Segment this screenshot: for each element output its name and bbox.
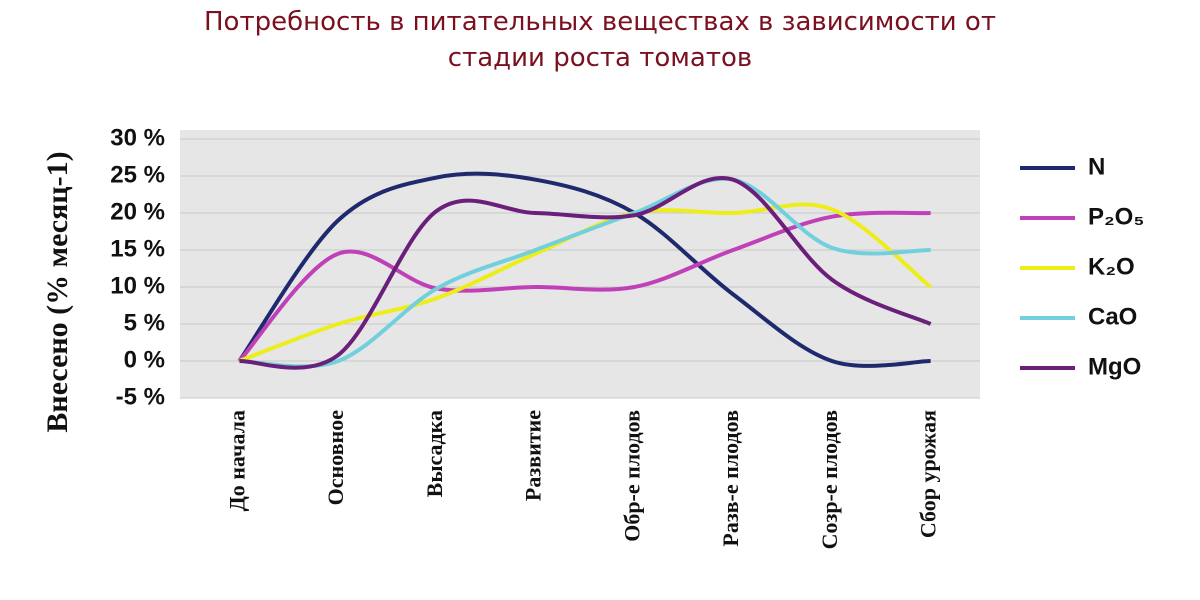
y-tick-label: -5 % [116, 383, 165, 410]
legend-label: P₂O₅ [1088, 203, 1144, 230]
x-tick-label: Разв-е плодов [718, 410, 743, 547]
y-axis-title: Внесено (% месяц-1) [41, 151, 74, 432]
legend-label: MgO [1088, 353, 1141, 380]
x-tick-label: Развитие [521, 410, 546, 501]
y-tick-label: 0 % [124, 346, 165, 373]
y-tick-label: 15 % [110, 235, 165, 262]
x-tick-label: Сбор урожая [916, 410, 941, 538]
y-tick-label: 20 % [110, 198, 165, 225]
x-tick-label: Высадка [422, 410, 447, 497]
x-tick-label: Обр-е плодов [619, 410, 644, 542]
series-line [237, 210, 931, 363]
chart-title: Потребность в питательных веществах в за… [204, 7, 996, 73]
legend-label: N [1088, 153, 1105, 180]
series-line [239, 176, 931, 369]
legend-label: K₂O [1088, 253, 1135, 280]
plot-background [180, 130, 980, 398]
y-tick-label: 25 % [110, 161, 165, 188]
x-tick-label: До начала [224, 410, 249, 511]
y-tick-label: 30 % [110, 124, 165, 151]
x-tick-label: Основное [323, 410, 348, 506]
x-tick-label: Созр-е плодов [817, 410, 842, 550]
y-tick-label: 5 % [124, 309, 165, 336]
series-line [239, 175, 932, 370]
y-tick-label: 10 % [110, 272, 165, 299]
series-line [237, 171, 931, 368]
legend-label: CaO [1088, 303, 1137, 330]
